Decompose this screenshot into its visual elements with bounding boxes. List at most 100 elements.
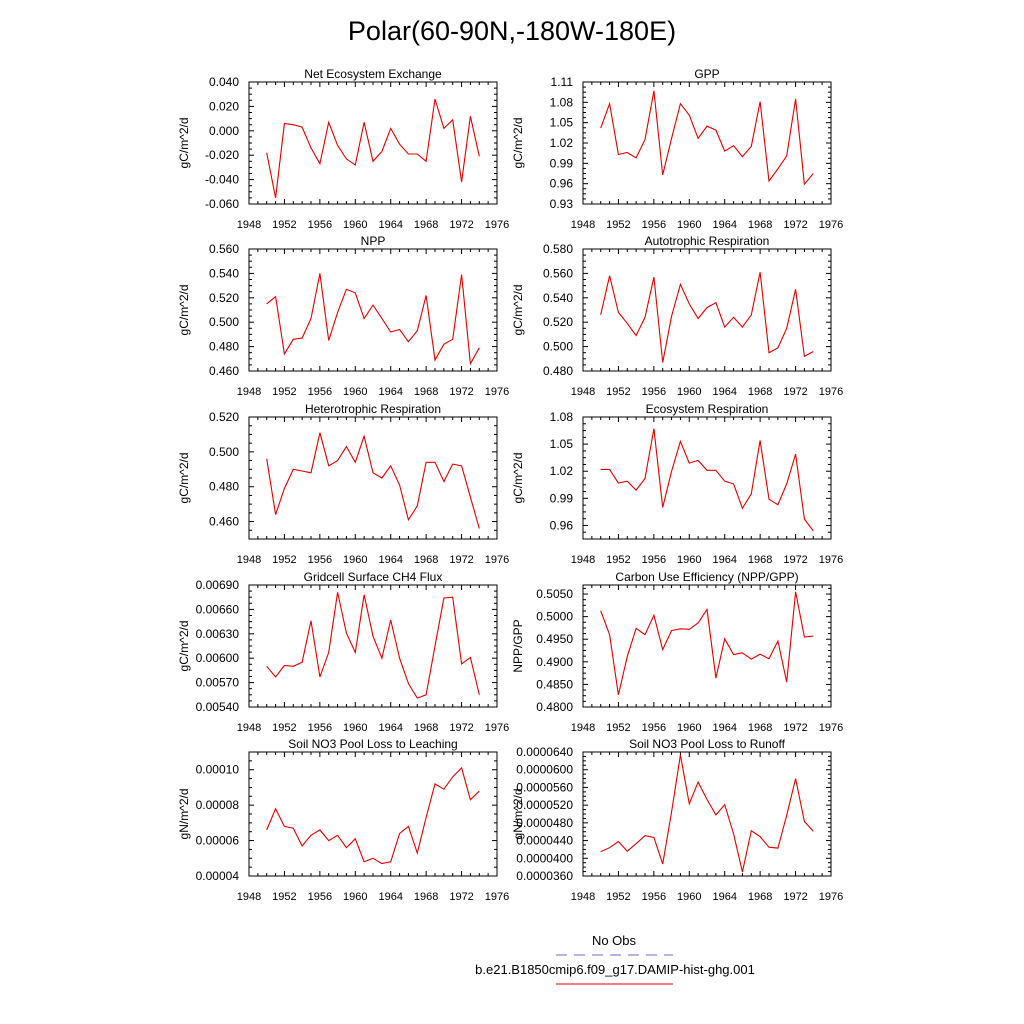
x-tick-label: 1964 <box>712 891 736 903</box>
y-tick-label: 1.11 <box>551 75 574 89</box>
y-tick-label: 0.0000640 <box>516 745 573 759</box>
y-tick-label: 0.520 <box>543 315 573 329</box>
x-tick-label: 1956 <box>642 891 666 903</box>
x-tick-label: 1972 <box>449 722 473 734</box>
x-tick-label: 1952 <box>272 219 296 231</box>
y-tick-label: 0.96 <box>550 518 574 532</box>
x-tick-label: 1952 <box>606 891 630 903</box>
x-tick-label: 1952 <box>272 891 296 903</box>
y-tick-label: 1.08 <box>550 95 574 109</box>
y-tick-label: 0.00630 <box>196 627 240 641</box>
x-tick-label: 1948 <box>571 386 595 398</box>
series-line <box>600 90 814 186</box>
y-tick-label: 0.040 <box>209 75 239 89</box>
x-tick-label: 1964 <box>378 722 402 734</box>
y-tick-label: 0.0000360 <box>516 869 573 883</box>
x-tick-label: 1964 <box>712 386 736 398</box>
x-tick-label: 1968 <box>414 722 438 734</box>
series-line <box>600 591 814 695</box>
y-tick-label: 1.08 <box>550 410 574 424</box>
y-tick-label: 0.00540 <box>196 700 240 714</box>
x-tick-label: 1952 <box>606 554 630 566</box>
x-tick-label: 1948 <box>237 386 261 398</box>
x-tick-label: 1960 <box>677 722 701 734</box>
y-tick-label: 1.05 <box>550 116 574 130</box>
panel-title: GPP <box>694 67 719 81</box>
x-tick-label: 1960 <box>677 554 701 566</box>
x-tick-label: 1972 <box>783 219 807 231</box>
x-tick-label: 1976 <box>485 891 509 903</box>
y-tick-label: 0.580 <box>543 242 573 256</box>
y-axis-label: gC/m^2/d <box>177 453 191 504</box>
plot-frame <box>248 416 498 540</box>
y-tick-label: -0.020 <box>205 148 239 162</box>
panel-title: Autotrophic Respiration <box>645 234 770 248</box>
chart-panel: NPP gC/m^2/d 1948 1952 1956 1960 1964 1968 1972 1… <box>177 234 509 398</box>
x-tick-label: 1976 <box>819 219 843 231</box>
plot-frame <box>582 416 832 540</box>
x-tick-label: 1968 <box>414 554 438 566</box>
y-tick-label: 0.0000480 <box>516 816 573 830</box>
y-tick-label: 0.0000520 <box>516 798 573 812</box>
y-tick-label: -0.040 <box>205 173 239 187</box>
x-tick-label: 1968 <box>414 219 438 231</box>
x-tick-label: 1948 <box>571 554 595 566</box>
x-tick-label: 1960 <box>677 386 701 398</box>
plot-frame <box>248 81 498 205</box>
y-axis-label: gC/m^2/d <box>177 118 191 169</box>
chart-panel: Soil NO3 Pool Loss to Leaching gN/m^2/d 19… <box>177 737 509 903</box>
y-tick-label: 0.5050 <box>536 587 573 601</box>
x-tick-label: 1956 <box>642 722 666 734</box>
chart-panel: Gridcell Surface CH4 Flux gC/m^2/d 1948 195… <box>177 570 509 734</box>
y-axis-label: gC/m^2/d <box>177 621 191 672</box>
y-axis-label: gN/m^2/d <box>177 789 191 840</box>
y-axis-label: gC/m^2/d <box>511 118 525 169</box>
y-tick-label: 0.00004 <box>196 869 240 883</box>
x-tick-label: 1956 <box>308 554 332 566</box>
x-tick-label: 1972 <box>449 386 473 398</box>
series-line <box>266 592 480 699</box>
y-tick-label: 0.00600 <box>196 651 240 665</box>
y-axis-label: gN/m^2/d <box>511 789 525 840</box>
x-tick-label: 1956 <box>642 554 666 566</box>
x-tick-label: 1976 <box>819 386 843 398</box>
x-tick-label: 1952 <box>272 722 296 734</box>
y-tick-label: 0.4950 <box>536 632 573 646</box>
legend-label-experiment: b.e21.B1850cmip6.f09_g17.DAMIP-hist-ghg.… <box>475 962 755 977</box>
series-line <box>266 432 480 529</box>
y-axis-label: gC/m^2/d <box>177 285 191 336</box>
y-tick-label: 0.480 <box>209 340 239 354</box>
x-tick-label: 1964 <box>378 386 402 398</box>
chart-panel: Heterotrophic Respiration gC/m^2/d 1948 195… <box>177 402 509 566</box>
y-tick-label: 0.480 <box>209 480 239 494</box>
x-tick-label: 1972 <box>783 722 807 734</box>
panel-title: Gridcell Surface CH4 Flux <box>304 570 443 584</box>
y-tick-label: 0.93 <box>550 197 574 211</box>
y-tick-label: 1.02 <box>550 136 574 150</box>
x-tick-label: 1956 <box>308 722 332 734</box>
y-tick-label: 0.500 <box>209 445 239 459</box>
x-tick-label: 1968 <box>748 386 772 398</box>
x-tick-label: 1960 <box>343 554 367 566</box>
x-tick-label: 1952 <box>606 219 630 231</box>
y-tick-label: 0.000 <box>209 124 239 138</box>
panel-title: Net Ecosystem Exchange <box>304 67 442 81</box>
x-tick-label: 1948 <box>237 891 261 903</box>
panel-title: Carbon Use Efficiency (NPP/GPP) <box>615 570 798 584</box>
plot-frame <box>248 751 498 877</box>
x-tick-label: 1964 <box>378 219 402 231</box>
x-tick-label: 1964 <box>712 219 736 231</box>
y-tick-label: 0.0000400 <box>516 851 573 865</box>
y-tick-label: 0.99 <box>550 156 574 170</box>
x-tick-label: 1960 <box>677 891 701 903</box>
x-tick-label: 1952 <box>272 386 296 398</box>
series-line <box>600 755 814 873</box>
y-tick-label: 0.00690 <box>196 578 240 592</box>
plot-frame <box>582 248 832 372</box>
x-tick-label: 1972 <box>449 554 473 566</box>
y-tick-label: 0.0000440 <box>516 834 573 848</box>
x-tick-label: 1960 <box>343 891 367 903</box>
figure-title: Polar(60-90N,-180W-180E) <box>348 16 676 46</box>
panel-title: NPP <box>361 234 386 248</box>
chart-panel: Carbon Use Efficiency (NPP/GPP) NPP/GPP 19… <box>511 570 843 734</box>
